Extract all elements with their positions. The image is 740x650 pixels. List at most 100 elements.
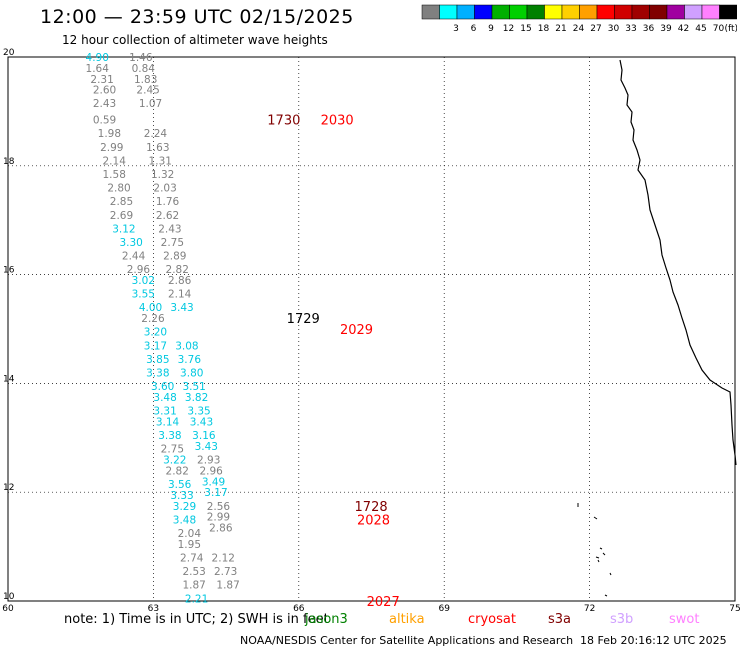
- wave-height-label: 3.16: [192, 430, 216, 442]
- wave-height-label: 3.29: [173, 501, 196, 513]
- wave-height-label: 3.48: [173, 514, 196, 526]
- wave-height-label: 3.55: [132, 289, 155, 301]
- wave-height-label: 1.46: [129, 52, 153, 64]
- wave-height-label: 2.86: [209, 523, 233, 535]
- coastline-islands: [577, 503, 612, 597]
- lon-tick-label: 63: [148, 604, 159, 612]
- grid-lines: [8, 57, 735, 601]
- wave-height-label: 3.31: [153, 406, 176, 418]
- satellite-legend-item: cryosat: [468, 612, 516, 627]
- wave-height-label: 1.87: [216, 580, 239, 592]
- wave-height-label: 2.80: [107, 183, 130, 195]
- wave-height-label: 2.96: [127, 264, 151, 276]
- wave-height-label: 2.26: [141, 313, 165, 325]
- wave-height-label: 3.38: [146, 368, 169, 380]
- color-scale-label: 21: [555, 24, 566, 34]
- wave-height-label: 3.38: [158, 430, 181, 442]
- wave-height-label: 3.43: [190, 416, 213, 428]
- satellite-legend-item: s3a: [548, 612, 572, 627]
- color-scale-label: 39: [660, 24, 672, 34]
- wave-height-label: 2.75: [161, 237, 184, 249]
- lat-tick-label: 14: [3, 374, 15, 384]
- color-scale-label: 15: [520, 24, 531, 34]
- wave-height-label: 2.03: [153, 183, 176, 195]
- wave-height-label: 2.45: [136, 85, 159, 97]
- pass-time-label: 2029: [340, 323, 373, 338]
- wave-height-label: 2.43: [158, 223, 181, 235]
- page-title: 12:00 — 23:59 UTC 02/15/2025: [40, 6, 354, 28]
- wave-height-label: 3.76: [178, 354, 202, 366]
- pass-time-label: 1728: [355, 500, 388, 515]
- footer-timestamp: 18 Feb 20:16:12 UTC 2025: [580, 634, 727, 647]
- lat-tick-label: 10: [3, 592, 15, 602]
- lat-tick-label: 18: [3, 157, 15, 167]
- wave-height-label: 2.21: [185, 593, 208, 605]
- wave-height-label: 2.04: [178, 528, 202, 540]
- wave-height-label: 3.85: [146, 354, 169, 366]
- wave-height-label: 1.83: [134, 74, 157, 86]
- wave-height-label: 4.90: [86, 52, 109, 64]
- color-scale-label: 9: [488, 24, 494, 34]
- wave-height-label: 3.51: [182, 381, 205, 393]
- wave-height-label: 2.89: [163, 251, 186, 263]
- satellite-legend-item: swot: [669, 612, 700, 627]
- wave-height-label: 3.56: [168, 479, 192, 491]
- color-scale-label: 42: [678, 24, 689, 34]
- wave-height-label: 2.56: [207, 501, 231, 513]
- pass-time-label: 2027: [367, 595, 400, 610]
- wave-height-label: 1.64: [86, 63, 110, 75]
- wave-height-label: 2.69: [110, 210, 133, 222]
- lon-tick-label: 69: [438, 604, 450, 612]
- wave-height-label: 3.35: [187, 406, 210, 418]
- wave-height-label: 2.31: [90, 74, 113, 86]
- axis-tick-labels: 60 63 66 69 72 75 20 18 16 14 12 10: [2, 48, 740, 612]
- wave-height-label: 4.00: [139, 302, 162, 314]
- lat-tick-label: 20: [3, 48, 15, 58]
- wave-height-label: 3.48: [153, 392, 176, 404]
- color-scale-label: 3: [453, 24, 459, 34]
- wave-height-label: 3.43: [195, 441, 218, 453]
- map-frame: [7, 56, 736, 602]
- color-scale-unit: (ft): [724, 24, 737, 34]
- wave-height-label: 1.63: [146, 142, 169, 154]
- wave-height-label: 2.73: [214, 566, 237, 578]
- wave-height-label: 1.58: [103, 169, 126, 181]
- lat-tick-label: 12: [3, 483, 14, 493]
- wave-height-label: 2.93: [197, 455, 220, 467]
- pass-time-label: 1729: [287, 312, 320, 327]
- color-scale-label: 36: [643, 24, 655, 34]
- satellite-legend-item: s3b: [610, 612, 634, 627]
- color-scale-label: 45: [695, 24, 706, 34]
- color-scale-label: 24: [573, 24, 585, 34]
- wave-height-label: 3.30: [119, 237, 142, 249]
- lon-tick-label: 72: [584, 604, 595, 612]
- page-subtitle: 12 hour collection of altimeter wave hei…: [62, 33, 328, 47]
- wave-height-label: 3.12: [112, 223, 135, 235]
- color-scale-label: 30: [608, 24, 620, 34]
- wave-height-label: 2.14: [103, 155, 127, 167]
- color-scale-legend: 3 6 9 12 15 18 21 24 27 30 33 36 39 42 45 70 (ft): [421, 4, 737, 34]
- lat-tick-label: 16: [3, 266, 15, 276]
- wave-height-label: 2.96: [199, 465, 223, 477]
- pass-time-label: 1730: [267, 114, 300, 129]
- wave-height-label: 3.43: [170, 302, 193, 314]
- wave-height-label: 1.31: [149, 155, 172, 167]
- color-scale-label: 27: [590, 24, 601, 34]
- color-scale-label: 6: [471, 24, 477, 34]
- wave-height-label: 1.32: [151, 169, 174, 181]
- satellite-legend-item: altika: [389, 612, 425, 627]
- lon-tick-label: 75: [729, 604, 740, 612]
- wave-height-label: 0.59: [93, 115, 116, 127]
- wave-height-label: 2.60: [93, 85, 116, 97]
- wave-height-label: 3.60: [151, 381, 174, 393]
- wave-height-label: 3.33: [170, 490, 193, 502]
- wave-height-label: 2.12: [212, 552, 235, 564]
- wave-height-label: 2.75: [161, 444, 184, 456]
- wave-height-label: 3.17: [204, 487, 227, 499]
- color-scale-label: 33: [625, 24, 636, 34]
- wave-height-label: 2.99: [207, 512, 230, 524]
- footer-credit: NOAA/NESDIS Center for Satellite Applica…: [240, 634, 574, 647]
- wave-height-label: 1.98: [98, 128, 121, 140]
- color-scale-label: 12: [503, 24, 514, 34]
